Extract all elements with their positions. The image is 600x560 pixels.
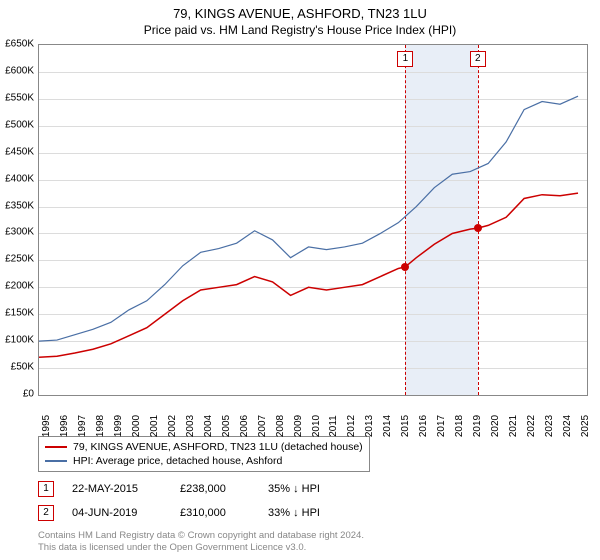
chart-title: 79, KINGS AVENUE, ASHFORD, TN23 1LU bbox=[0, 0, 600, 21]
x-axis-label: 2021 bbox=[508, 415, 519, 437]
x-axis-label: 2002 bbox=[167, 415, 178, 437]
y-axis-label: £300K bbox=[0, 227, 34, 238]
sale-point bbox=[474, 224, 482, 232]
x-axis-label: 1996 bbox=[59, 415, 70, 437]
legend-label-property: 79, KINGS AVENUE, ASHFORD, TN23 1LU (det… bbox=[73, 441, 363, 453]
x-axis-label: 2001 bbox=[149, 415, 160, 437]
sale-marker-1: 1 bbox=[38, 481, 54, 497]
y-axis-label: £650K bbox=[0, 39, 34, 50]
sale-price-2: £310,000 bbox=[180, 507, 250, 519]
legend-item-property: 79, KINGS AVENUE, ASHFORD, TN23 1LU (det… bbox=[45, 440, 363, 454]
chart-container: 79, KINGS AVENUE, ASHFORD, TN23 1LU Pric… bbox=[0, 0, 600, 560]
x-axis-label: 2000 bbox=[131, 415, 142, 437]
vertical-marker-label: 2 bbox=[470, 51, 486, 67]
x-axis-label: 1997 bbox=[77, 415, 88, 437]
y-axis-label: £400K bbox=[0, 173, 34, 184]
sale-delta-1: 35% ↓ HPI bbox=[268, 483, 320, 495]
x-axis-label: 2004 bbox=[203, 415, 214, 437]
y-axis-label: £100K bbox=[0, 335, 34, 346]
legend-swatch-hpi bbox=[45, 460, 67, 462]
x-axis-label: 2023 bbox=[544, 415, 555, 437]
y-axis-label: £450K bbox=[0, 146, 34, 157]
sale-delta-2: 33% ↓ HPI bbox=[268, 507, 320, 519]
x-axis-label: 2024 bbox=[562, 415, 573, 437]
x-axis-label: 2005 bbox=[221, 415, 232, 437]
legend-item-hpi: HPI: Average price, detached house, Ashf… bbox=[45, 454, 363, 468]
sale-date-1: 22-MAY-2015 bbox=[72, 483, 162, 495]
sale-date-2: 04-JUN-2019 bbox=[72, 507, 162, 519]
x-axis-label: 2015 bbox=[400, 415, 411, 437]
x-axis-label: 2025 bbox=[580, 415, 591, 437]
x-axis-label: 2017 bbox=[436, 415, 447, 437]
x-axis-label: 2011 bbox=[328, 415, 339, 437]
x-axis-label: 2010 bbox=[311, 415, 322, 437]
x-axis-label: 2020 bbox=[490, 415, 501, 437]
footer-line-1: Contains HM Land Registry data © Crown c… bbox=[38, 530, 364, 542]
y-axis-label: £50K bbox=[0, 362, 34, 373]
sale-row-1: 1 22-MAY-2015 £238,000 35% ↓ HPI bbox=[38, 481, 320, 497]
y-axis-label: £150K bbox=[0, 308, 34, 319]
y-axis-label: £200K bbox=[0, 281, 34, 292]
x-axis-label: 2008 bbox=[275, 415, 286, 437]
y-axis-label: £350K bbox=[0, 200, 34, 211]
x-axis-label: 2018 bbox=[454, 415, 465, 437]
x-axis-label: 2012 bbox=[346, 415, 357, 437]
series-lines bbox=[39, 45, 587, 395]
legend-swatch-property bbox=[45, 446, 67, 448]
x-axis-label: 2006 bbox=[239, 415, 250, 437]
x-axis-label: 1998 bbox=[95, 415, 106, 437]
x-axis-label: 2022 bbox=[526, 415, 537, 437]
footer-attribution: Contains HM Land Registry data © Crown c… bbox=[38, 530, 364, 555]
y-axis-label: £250K bbox=[0, 254, 34, 265]
legend-label-hpi: HPI: Average price, detached house, Ashf… bbox=[73, 455, 282, 467]
y-axis-label: £600K bbox=[0, 65, 34, 76]
x-axis-label: 2014 bbox=[382, 415, 393, 437]
chart-subtitle: Price paid vs. HM Land Registry's House … bbox=[0, 21, 600, 41]
y-axis-label: £550K bbox=[0, 92, 34, 103]
x-axis-label: 1999 bbox=[113, 415, 124, 437]
footer-line-2: This data is licensed under the Open Gov… bbox=[38, 542, 364, 554]
x-axis-label: 2013 bbox=[364, 415, 375, 437]
plot-area: 12 bbox=[38, 44, 588, 396]
x-axis-label: 2019 bbox=[472, 415, 483, 437]
x-axis-label: 1995 bbox=[41, 415, 52, 437]
x-axis-label: 2003 bbox=[185, 415, 196, 437]
x-axis-label: 2007 bbox=[257, 415, 268, 437]
x-axis-label: 2016 bbox=[418, 415, 429, 437]
y-axis-label: £500K bbox=[0, 119, 34, 130]
x-axis-label: 2009 bbox=[293, 415, 304, 437]
sale-price-1: £238,000 bbox=[180, 483, 250, 495]
legend-box: 79, KINGS AVENUE, ASHFORD, TN23 1LU (det… bbox=[38, 436, 370, 472]
sale-point bbox=[401, 263, 409, 271]
sale-marker-2: 2 bbox=[38, 505, 54, 521]
vertical-marker-label: 1 bbox=[397, 51, 413, 67]
y-axis-label: £0 bbox=[0, 389, 34, 400]
sale-row-2: 2 04-JUN-2019 £310,000 33% ↓ HPI bbox=[38, 505, 320, 521]
